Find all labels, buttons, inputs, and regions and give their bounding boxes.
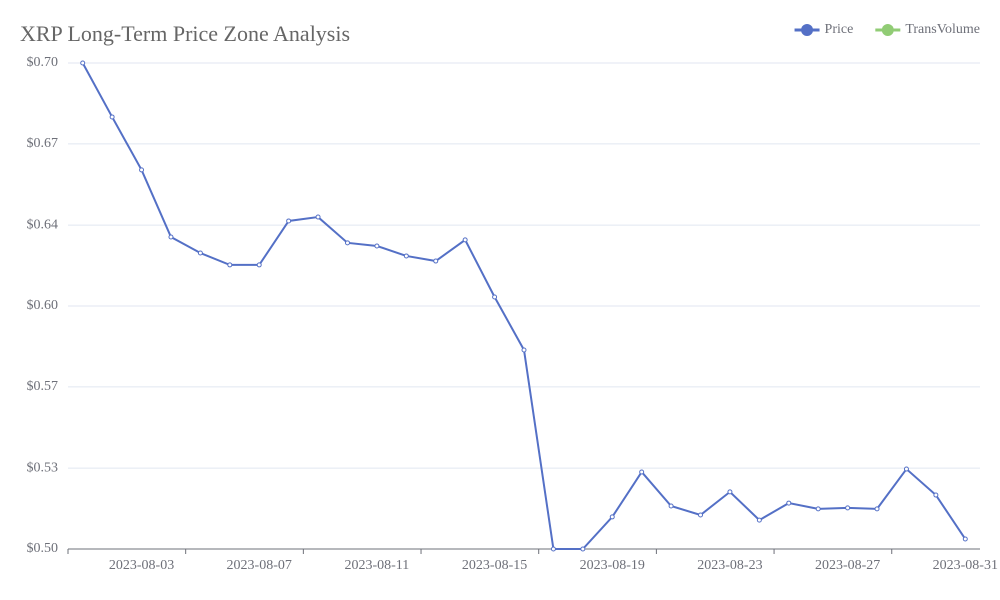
point [815,506,821,512]
point [521,347,527,353]
point [874,506,880,512]
point [109,114,115,120]
y-tick-label: $0.53 [27,460,59,475]
point [903,466,909,472]
point [668,503,674,509]
y-tick-label: $0.64 [27,217,59,232]
point [286,218,292,224]
point [962,536,968,542]
y-tick-label: $0.57 [27,379,59,394]
point [756,517,762,523]
point [727,489,733,495]
y-tick-label: $0.67 [27,136,59,151]
point [315,214,321,220]
legend-dot [881,24,894,36]
point [344,240,350,246]
point [639,469,645,475]
legend-label: Price [825,22,854,37]
point [580,546,586,552]
x-tick-label: 2023-08-23 [697,558,762,573]
x-tick-label: 2023-08-31 [933,558,998,573]
legend-label: TransVolume [905,22,980,37]
point [256,262,262,268]
y-tick-label: $0.50 [27,541,59,556]
x-tick-label: 2023-08-27 [815,558,880,573]
point [197,250,203,256]
x-tick-label: 2023-08-15 [462,558,527,573]
point [492,294,498,300]
point [403,253,409,259]
point [374,243,380,249]
point [168,234,174,240]
x-tick-label: 2023-08-19 [580,558,645,573]
y-tick-label: $0.60 [27,298,59,313]
point [933,492,939,498]
point [139,167,145,173]
x-tick-label: 2023-08-11 [344,558,409,573]
point [80,60,86,66]
point [698,512,704,518]
point [609,514,615,520]
x-tick-label: 2023-08-03 [109,558,174,573]
point [786,500,792,506]
chart-title: XRP Long-Term Price Zone Analysis [20,21,350,46]
point [227,262,233,268]
y-tick-label: $0.70 [27,55,59,70]
point [462,237,468,243]
x-tick-label: 2023-08-07 [227,558,292,573]
point [550,546,556,552]
point [433,258,439,264]
point [845,505,851,511]
legend-dot [801,24,814,36]
